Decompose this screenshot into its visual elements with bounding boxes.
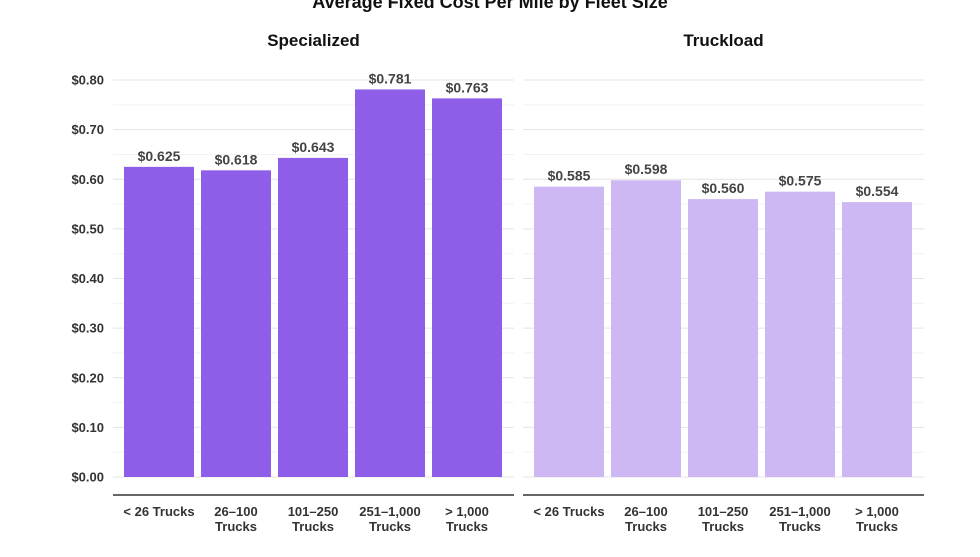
data-label: $0.781 — [369, 70, 412, 86]
x-tick-label: 26–100 — [214, 504, 257, 519]
bar — [765, 191, 835, 477]
x-tick-label: < 26 Trucks — [123, 504, 194, 519]
bar — [534, 186, 604, 477]
data-label: $0.575 — [779, 173, 822, 189]
x-tick-label: < 26 Trucks — [533, 504, 604, 519]
y-tick-label: $0.70 — [71, 122, 104, 137]
x-tick-label: Trucks — [215, 519, 257, 534]
y-tick-label: $0.80 — [71, 73, 104, 88]
x-tick-label: Trucks — [856, 519, 898, 534]
x-tick-label: 101–250 — [288, 504, 339, 519]
x-tick-label: Trucks — [292, 519, 334, 534]
bar — [688, 199, 758, 477]
y-tick-label: $0.60 — [71, 172, 104, 187]
y-tick-label: $0.50 — [71, 221, 104, 236]
x-tick-label: 26–100 — [624, 504, 667, 519]
data-label: $0.598 — [625, 161, 668, 177]
y-tick-label: $0.00 — [71, 470, 104, 485]
x-tick-label: > 1,000 — [445, 504, 489, 519]
y-tick-label: $0.40 — [71, 271, 104, 286]
bar — [278, 157, 348, 477]
data-label: $0.618 — [215, 151, 258, 167]
x-tick-label: 101–250 — [698, 504, 749, 519]
y-tick-label: $0.20 — [71, 370, 104, 385]
data-label: $0.643 — [292, 139, 335, 155]
bar — [355, 89, 425, 478]
x-tick-label: 251–1,000 — [769, 504, 830, 519]
x-tick-label: Trucks — [446, 519, 488, 534]
x-tick-label: Trucks — [625, 519, 667, 534]
panel-title: Truckload — [683, 31, 763, 50]
data-label: $0.585 — [548, 168, 591, 184]
bar — [201, 170, 271, 477]
y-tick-label: $0.10 — [71, 420, 104, 435]
data-label: $0.560 — [702, 180, 745, 196]
x-tick-label: 251–1,000 — [359, 504, 420, 519]
bar — [432, 98, 502, 477]
bar — [842, 202, 912, 477]
x-tick-label: Trucks — [779, 519, 821, 534]
y-tick-label: $0.30 — [71, 321, 104, 336]
bar — [611, 180, 681, 477]
panel-title: Specialized — [267, 31, 360, 50]
data-label: $0.763 — [446, 79, 489, 95]
data-label: $0.554 — [856, 183, 899, 199]
bar — [124, 166, 194, 477]
x-tick-label: Trucks — [702, 519, 744, 534]
chart-title: Average Fixed Cost Per Mile by Fleet Siz… — [312, 0, 667, 12]
data-label: $0.625 — [138, 148, 181, 164]
x-tick-label: > 1,000 — [855, 504, 899, 519]
x-tick-label: Trucks — [369, 519, 411, 534]
